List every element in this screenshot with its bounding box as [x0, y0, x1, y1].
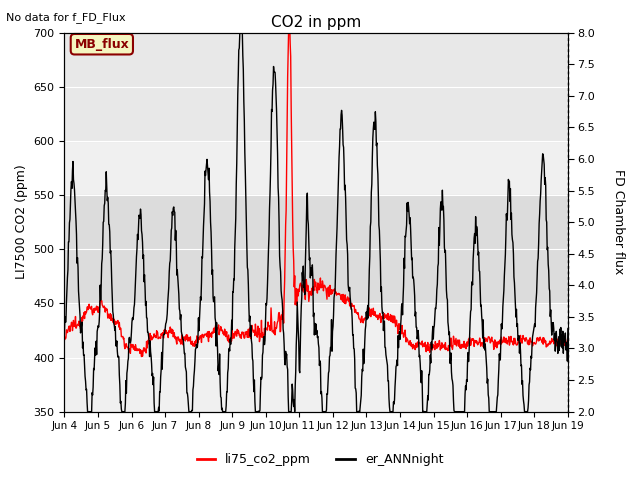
Text: No data for f_FD_Flux: No data for f_FD_Flux [6, 12, 126, 23]
Bar [65, 195, 568, 303]
Title: CO2 in ppm: CO2 in ppm [271, 15, 361, 30]
Bar [65, 33, 568, 141]
Y-axis label: LI7500 CO2 (ppm): LI7500 CO2 (ppm) [15, 165, 28, 279]
Legend: li75_co2_ppm, er_ANNnight: li75_co2_ppm, er_ANNnight [191, 448, 449, 471]
Text: MB_flux: MB_flux [74, 38, 129, 51]
Y-axis label: FD Chamber flux: FD Chamber flux [612, 169, 625, 275]
